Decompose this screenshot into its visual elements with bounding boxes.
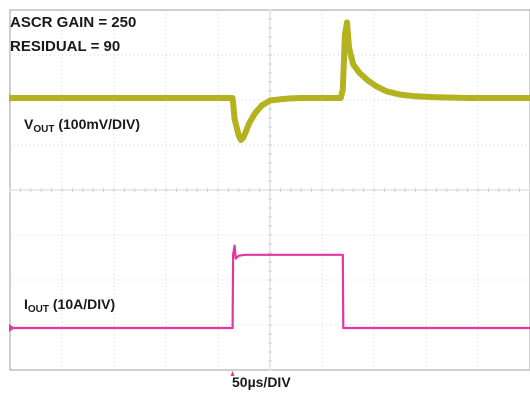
time-scale-label: 50µs/DIV — [232, 374, 291, 390]
residual-annotation: RESIDUAL = 90 — [10, 38, 121, 55]
iout-label-sub: OUT — [27, 304, 49, 315]
iout-ground-marker — [9, 324, 15, 332]
iout-label-main: I — [24, 296, 28, 312]
vout-label-sub: OUT — [33, 124, 55, 135]
trigger-marker — [230, 371, 235, 376]
iout-trace — [10, 244, 530, 330]
iout-series-label: IOUT (10A/DIV) — [24, 296, 115, 315]
iout-label-scale: (10A/DIV) — [49, 296, 116, 312]
vout-label-main: V — [24, 116, 34, 132]
vout-trace — [10, 19, 530, 143]
vout-label-scale: (100mV/DIV) — [54, 116, 141, 132]
vout-series-label: VOUT (100mV/DIV) — [24, 116, 140, 135]
vout-ground-marker — [9, 94, 15, 102]
gain-annotation: ASCR GAIN = 250 — [10, 14, 137, 31]
